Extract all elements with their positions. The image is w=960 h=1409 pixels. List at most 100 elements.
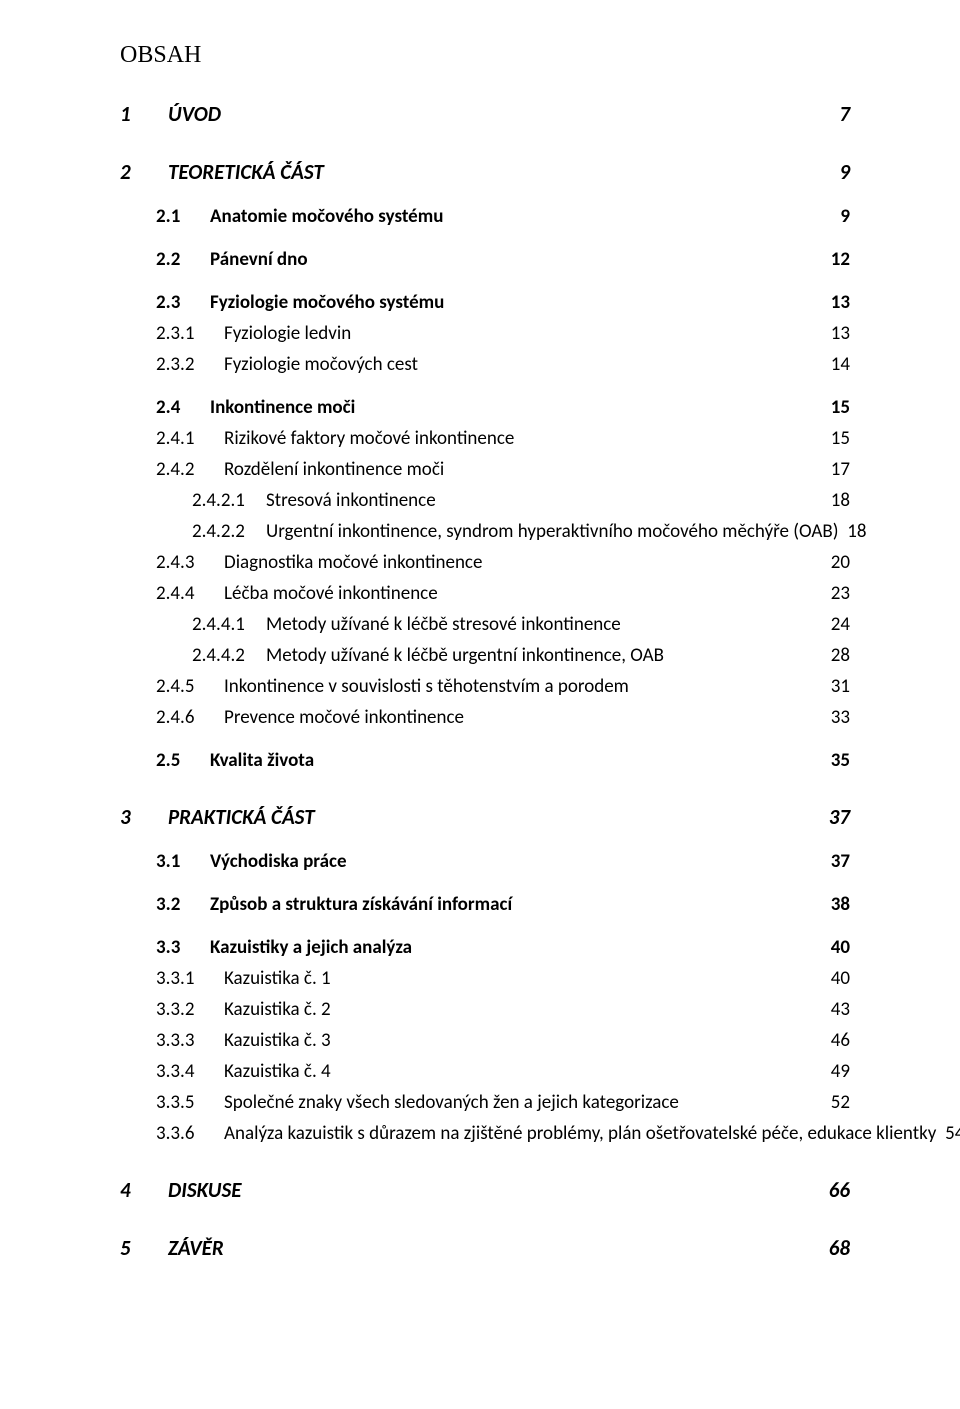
toc-page-number: 20 [826, 551, 850, 574]
toc-text: Analýza kazuistik s důrazem na zjištěné … [224, 1122, 936, 1145]
toc-text: Východiska práce [210, 850, 347, 873]
toc-page-number: 18 [843, 520, 867, 543]
toc-entry: 3.3.1Kazuistika č. 1 40 [120, 967, 850, 990]
toc-page-number: 38 [826, 893, 850, 916]
toc-entry: 2.5Kvalita života 35 [120, 749, 850, 772]
toc-text: Způsob a struktura získávání informací [210, 893, 512, 916]
toc-text: PRAKTICKÁ ČÁST [168, 804, 315, 830]
toc-number: 2.5 [156, 749, 210, 772]
toc-text: Stresová inkontinence [266, 489, 436, 512]
toc-entry: 5ZÁVĚR 68 [120, 1235, 850, 1261]
toc-entry: 2.4Inkontinence moči 15 [120, 396, 850, 419]
toc-entry: 3.3.5Společné znaky všech sledovaných že… [120, 1091, 850, 1114]
toc-page-number: 13 [826, 291, 850, 314]
toc-page-number: 37 [826, 804, 850, 830]
toc-page-number: 68 [826, 1235, 850, 1261]
toc-entry: 2.4.6Prevence močové inkontinence 33 [120, 706, 850, 729]
toc-number: 2.4.6 [156, 706, 224, 729]
toc-number: 2.4.4.2 [192, 644, 266, 667]
toc-text: Urgentní inkontinence, syndrom hyperakti… [266, 520, 839, 543]
toc-number: 5 [120, 1235, 168, 1261]
toc-entry: 2.3.1Fyziologie ledvin13 [120, 322, 850, 345]
toc-number: 2.4.4.1 [192, 613, 266, 636]
toc-text: Kazuistika č. 4 [224, 1060, 331, 1083]
toc-entry: 1ÚVOD 7 [120, 101, 850, 127]
toc-number: 2.1 [156, 205, 210, 228]
toc-number: 2.3.2 [156, 353, 224, 376]
toc-page-number: 54 [940, 1122, 960, 1145]
toc-number: 3.2 [156, 893, 210, 916]
toc-text: Společné znaky všech sledovaných žen a j… [224, 1091, 679, 1114]
toc-entry: 3.3.3Kazuistika č. 346 [120, 1029, 850, 1052]
toc-number: 2.3 [156, 291, 210, 314]
toc-text: Prevence močové inkontinence [224, 706, 464, 729]
toc-text: Fyziologie močových cest [224, 353, 418, 376]
toc-entry: 3PRAKTICKÁ ČÁST37 [120, 804, 850, 830]
toc-number: 2.4.3 [156, 551, 224, 574]
table-of-contents: 1ÚVOD72TEORETICKÁ ČÁST92.1Anatomie močov… [120, 101, 850, 1261]
toc-entry: 2.4.2.1Stresová inkontinence18 [120, 489, 850, 512]
toc-page-number: 18 [826, 489, 850, 512]
toc-page-number: 28 [826, 644, 850, 667]
toc-number: 2 [120, 159, 168, 185]
toc-entry: 2.4.5Inkontinence v souvislosti s těhote… [120, 675, 850, 698]
toc-entry: 2.3.2Fyziologie močových cest 14 [120, 353, 850, 376]
toc-number: 4 [120, 1177, 168, 1203]
toc-text: Kvalita života [210, 749, 314, 772]
toc-number: 2.4 [156, 396, 210, 419]
toc-entry: 3.3Kazuistiky a jejich analýza 40 [120, 936, 850, 959]
toc-text: Fyziologie močového systému [210, 291, 444, 314]
toc-page-number: 14 [826, 353, 850, 376]
toc-page-number: 13 [826, 322, 850, 345]
toc-page-number: 35 [826, 749, 850, 772]
toc-number: 3.3.6 [156, 1122, 224, 1145]
toc-entry: 4DISKUSE 66 [120, 1177, 850, 1203]
toc-page-number: 15 [826, 427, 850, 450]
toc-number: 2.4.4 [156, 582, 224, 605]
toc-page-number: 15 [826, 396, 850, 419]
toc-text: Kazuistiky a jejich analýza [210, 936, 412, 959]
toc-entry: 3.3.4Kazuistika č. 449 [120, 1060, 850, 1083]
toc-number: 2.4.2.2 [192, 520, 266, 543]
toc-page-number: 12 [826, 248, 850, 271]
toc-page-number: 9 [826, 159, 850, 185]
toc-page-number: 49 [826, 1060, 850, 1083]
toc-page-number: 33 [826, 706, 850, 729]
toc-entry: 3.3.2Kazuistika č. 2 43 [120, 998, 850, 1021]
toc-text: ÚVOD [168, 101, 221, 127]
toc-number: 3.3.1 [156, 967, 224, 990]
toc-text: Kazuistika č. 2 [224, 998, 331, 1021]
toc-entry: 2.2Pánevní dno 12 [120, 248, 850, 271]
toc-page-number: 24 [826, 613, 850, 636]
toc-page-number: 40 [826, 936, 850, 959]
toc-text: Kazuistika č. 1 [224, 967, 331, 990]
toc-page-number: 31 [826, 675, 850, 698]
toc-page-number: 66 [826, 1177, 850, 1203]
toc-text: Léčba močové inkontinence [224, 582, 438, 605]
toc-text: Metody užívané k léčbě urgentní inkontin… [266, 644, 664, 667]
toc-entry: 2.4.4.2Metody užívané k léčbě urgentní i… [120, 644, 850, 667]
toc-page-number: 7 [826, 101, 850, 127]
toc-text: Fyziologie ledvin [224, 322, 351, 345]
toc-number: 3.1 [156, 850, 210, 873]
toc-text: Pánevní dno [210, 248, 308, 271]
toc-text: Rizikové faktory močové inkontinence [224, 427, 514, 450]
toc-number: 2.2 [156, 248, 210, 271]
toc-number: 1 [120, 101, 168, 127]
toc-entry: 2.4.3Diagnostika močové inkontinence 20 [120, 551, 850, 574]
toc-number: 2.4.1 [156, 427, 224, 450]
toc-text: Anatomie močového systému [210, 205, 443, 228]
toc-page-number: 43 [826, 998, 850, 1021]
toc-entry: 2.4.4Léčba močové inkontinence23 [120, 582, 850, 605]
toc-text: Inkontinence v souvislosti s těhotenství… [224, 675, 629, 698]
toc-text: DISKUSE [168, 1177, 241, 1203]
toc-page-number: 40 [826, 967, 850, 990]
toc-text: Metody užívané k léčbě stresové inkontin… [266, 613, 621, 636]
toc-number: 3.3.2 [156, 998, 224, 1021]
toc-text: Diagnostika močové inkontinence [224, 551, 482, 574]
toc-number: 2.4.5 [156, 675, 224, 698]
toc-entry: 2.3Fyziologie močového systému 13 [120, 291, 850, 314]
toc-text: ZÁVĚR [168, 1235, 224, 1261]
toc-text: Inkontinence moči [210, 396, 355, 419]
toc-number: 3.3 [156, 936, 210, 959]
